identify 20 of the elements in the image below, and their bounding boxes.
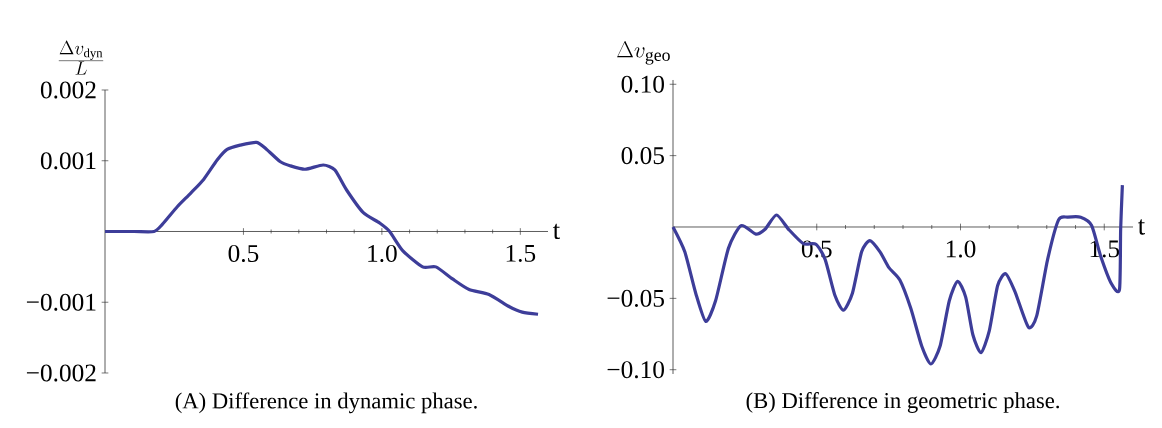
- x-axis-title: t: [1137, 219, 1145, 235]
- y-tick-label: 0.10: [621, 75, 664, 93]
- text: (B) Difference in geometric phase.: [746, 392, 1059, 413]
- x-axis-title: t: [552, 223, 560, 240]
- line-series: [671, 183, 1124, 366]
- y-tick-label: 0.001: [40, 152, 96, 170]
- y-tick-label: −0.002: [26, 364, 96, 382]
- y-tick-label: −0.001: [26, 293, 96, 311]
- x-tick-label: 1.0: [946, 240, 976, 258]
- y-tick-label: 0.05: [621, 147, 664, 165]
- y-tick-label: −0.05: [607, 289, 664, 307]
- y-axis-title: $\Delta v_{\mathrm{geo}}$: [617, 41, 670, 65]
- y-tick-label: 0.002: [40, 81, 96, 99]
- x-tick-label: 0.5: [228, 244, 259, 263]
- line-series: [103, 140, 540, 316]
- x-tick-label: 1.5: [506, 244, 536, 262]
- y-axis-title: $\frac{\Delta v_{\mathrm{dyn}}}{L}$: [58, 40, 104, 75]
- y-tick-label: −0.10: [607, 361, 664, 379]
- text: (A) Difference in dynamic phase.: [175, 392, 477, 414]
- x-tick-label: 1.0: [368, 244, 397, 263]
